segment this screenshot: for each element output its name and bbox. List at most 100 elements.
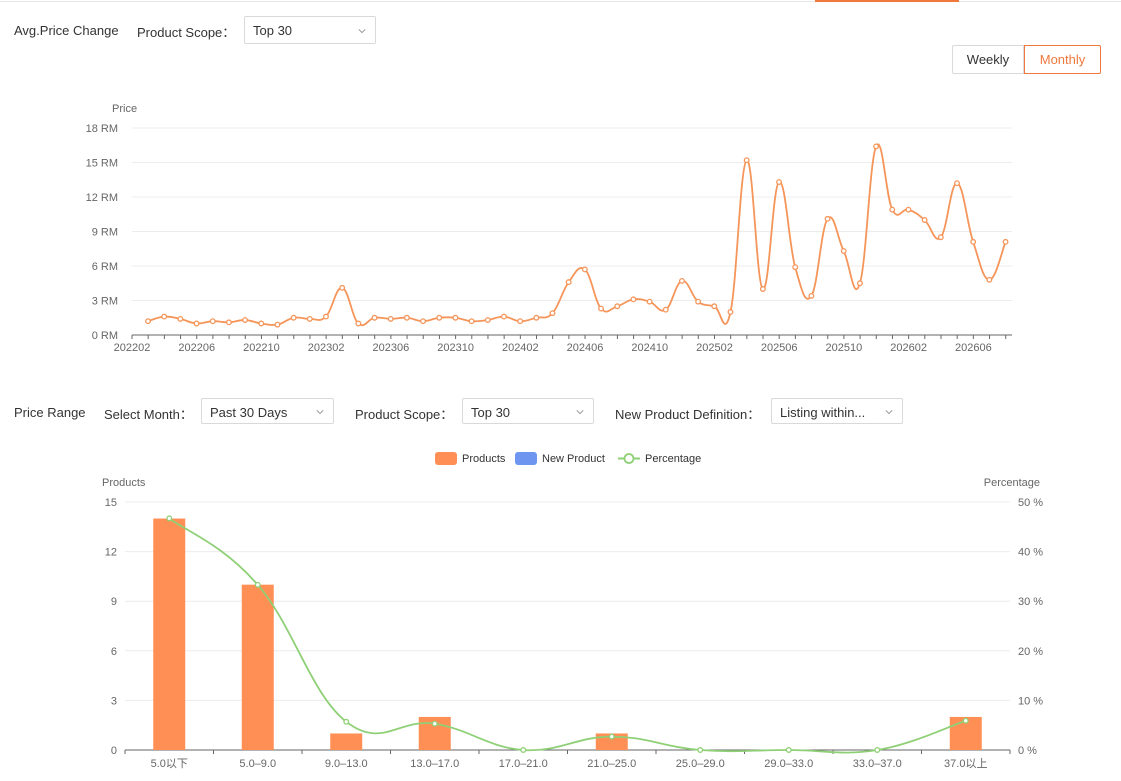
x-tick-label: 5.0–9.0 [239,758,276,770]
legend-label-new-product: New Product [542,453,605,465]
price-point [792,264,799,271]
x-tick-label: 202502 [696,342,733,354]
avg-price-scope-label: Product Scope： [137,25,236,40]
y-tick-label: 9 [111,596,117,608]
x-tick-label: 202302 [308,342,345,354]
price-point [387,315,394,322]
percentage-point [962,717,969,724]
price-point [452,314,459,321]
price-point [759,286,766,292]
new-product-def-select[interactable]: Listing within... [771,398,903,424]
price-range-title: Price Range [14,405,86,420]
y-tick-label: 15 RM [86,158,118,170]
x-tick-label: 202202 [114,342,151,354]
period-toggle: Weekly Monthly [952,45,1101,74]
y-tick-label: 18 RM [86,123,118,135]
chevron-down-icon [316,410,324,415]
percentage-point [874,747,881,753]
y2-tick-label: 10 % [1018,695,1043,707]
price-point [145,318,151,325]
chevron-down-icon [885,410,893,415]
legend-swatch-new-product [515,452,537,465]
active-tab-indicator [815,0,959,2]
x-tick-label: 202310 [437,342,474,354]
price-point [937,234,944,241]
month-select[interactable]: Past 30 Days [201,398,334,424]
y-tick-label: 15 [105,497,117,509]
price-point [905,206,912,213]
x-tick-label: 13.0–17.0 [410,758,459,770]
y-tick-label: 9 RM [92,227,118,239]
percentage-line [168,517,967,754]
price-point [662,306,669,313]
x-tick-label: 25.0–29.0 [676,758,725,770]
price-point [274,321,281,328]
top-divider [0,1,1121,2]
x-tick-label: 202306 [373,342,410,354]
price-point [420,318,427,325]
legend-label-products: Products [462,453,506,465]
percentage-point [343,718,350,725]
price-point [193,320,200,327]
y2-tick-label: 20 % [1018,646,1043,658]
x-tick-label: 5.0以下 [151,758,188,770]
x-tick-label: 202402 [502,342,539,354]
price-point [970,238,977,245]
x-tick-label: 17.0–21.0 [499,758,548,770]
legend-label-percentage: Percentage [645,453,701,465]
price-point [856,280,863,287]
range-scope-select[interactable]: Top 30 [462,398,594,424]
price-point [711,303,718,310]
x-tick-label: 29.0–33.0 [764,758,813,770]
x-tick-label: 33.0–37.0 [853,758,902,770]
percentage-point [785,747,792,753]
price-point [565,279,572,286]
avg-price-scope-value: Top 30 [253,23,293,38]
y-tick-label: 3 [111,695,117,707]
price-point [986,276,993,283]
price-point [403,314,410,321]
y-tick-label: 6 [111,646,117,658]
legend-swatch-products [435,452,457,465]
price-point [743,157,750,164]
price-point [614,303,621,310]
price-point [290,314,297,321]
price-point [646,298,653,305]
price-point [501,313,507,320]
price-point [258,320,265,327]
price-point [339,284,346,291]
price-point [954,180,960,187]
y2-tick-label: 30 % [1018,596,1043,608]
x-tick-label: 202506 [761,342,798,354]
weekly-button[interactable]: Weekly [952,45,1024,74]
new-product-def-label: New Product Definition： [615,407,761,422]
chevron-down-icon [576,410,584,415]
month-label: Select Month： [104,407,193,422]
price-point [323,313,329,320]
x-tick-label: 202206 [178,342,215,354]
y2-axis-title: Percentage [984,477,1040,489]
price-point [889,206,896,213]
y2-tick-label: 0 % [1018,745,1037,757]
x-tick-label: 202406 [567,342,604,354]
avg-price-scope-select[interactable]: Top 30 [244,16,376,44]
x-tick-label: 37.0以上 [944,757,987,770]
price-point [840,248,847,254]
y-tick-label: 0 [111,745,117,757]
price-point [484,317,491,323]
price-point [598,305,604,312]
y-tick-label: 3 RM [92,296,118,308]
price-point [678,278,685,284]
price-point [306,315,313,322]
x-tick-label: 9.0–13.0 [325,758,368,770]
price-point [824,215,831,222]
price-point [161,313,168,320]
price-point [921,217,928,223]
y-axis-title: Products [102,477,146,489]
monthly-button[interactable]: Monthly [1024,45,1101,74]
avg-price-title: Avg.Price Change [14,23,119,38]
percentage-point [254,581,261,588]
products-bar [330,733,363,750]
range-scope-value: Top 30 [471,405,511,420]
legend-marker-percentage [623,453,635,464]
